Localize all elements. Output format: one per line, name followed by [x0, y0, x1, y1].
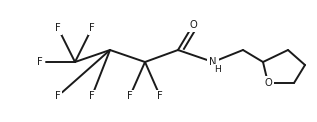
Text: F: F: [55, 23, 61, 33]
Text: F: F: [89, 91, 95, 101]
Text: N: N: [209, 57, 217, 67]
Text: F: F: [89, 23, 95, 33]
Text: H: H: [215, 65, 222, 73]
Text: F: F: [157, 91, 163, 101]
Text: F: F: [127, 91, 133, 101]
Text: F: F: [37, 57, 43, 67]
Text: O: O: [264, 78, 272, 88]
Text: N: N: [209, 57, 217, 67]
Text: O: O: [189, 20, 197, 30]
Text: F: F: [55, 91, 61, 101]
